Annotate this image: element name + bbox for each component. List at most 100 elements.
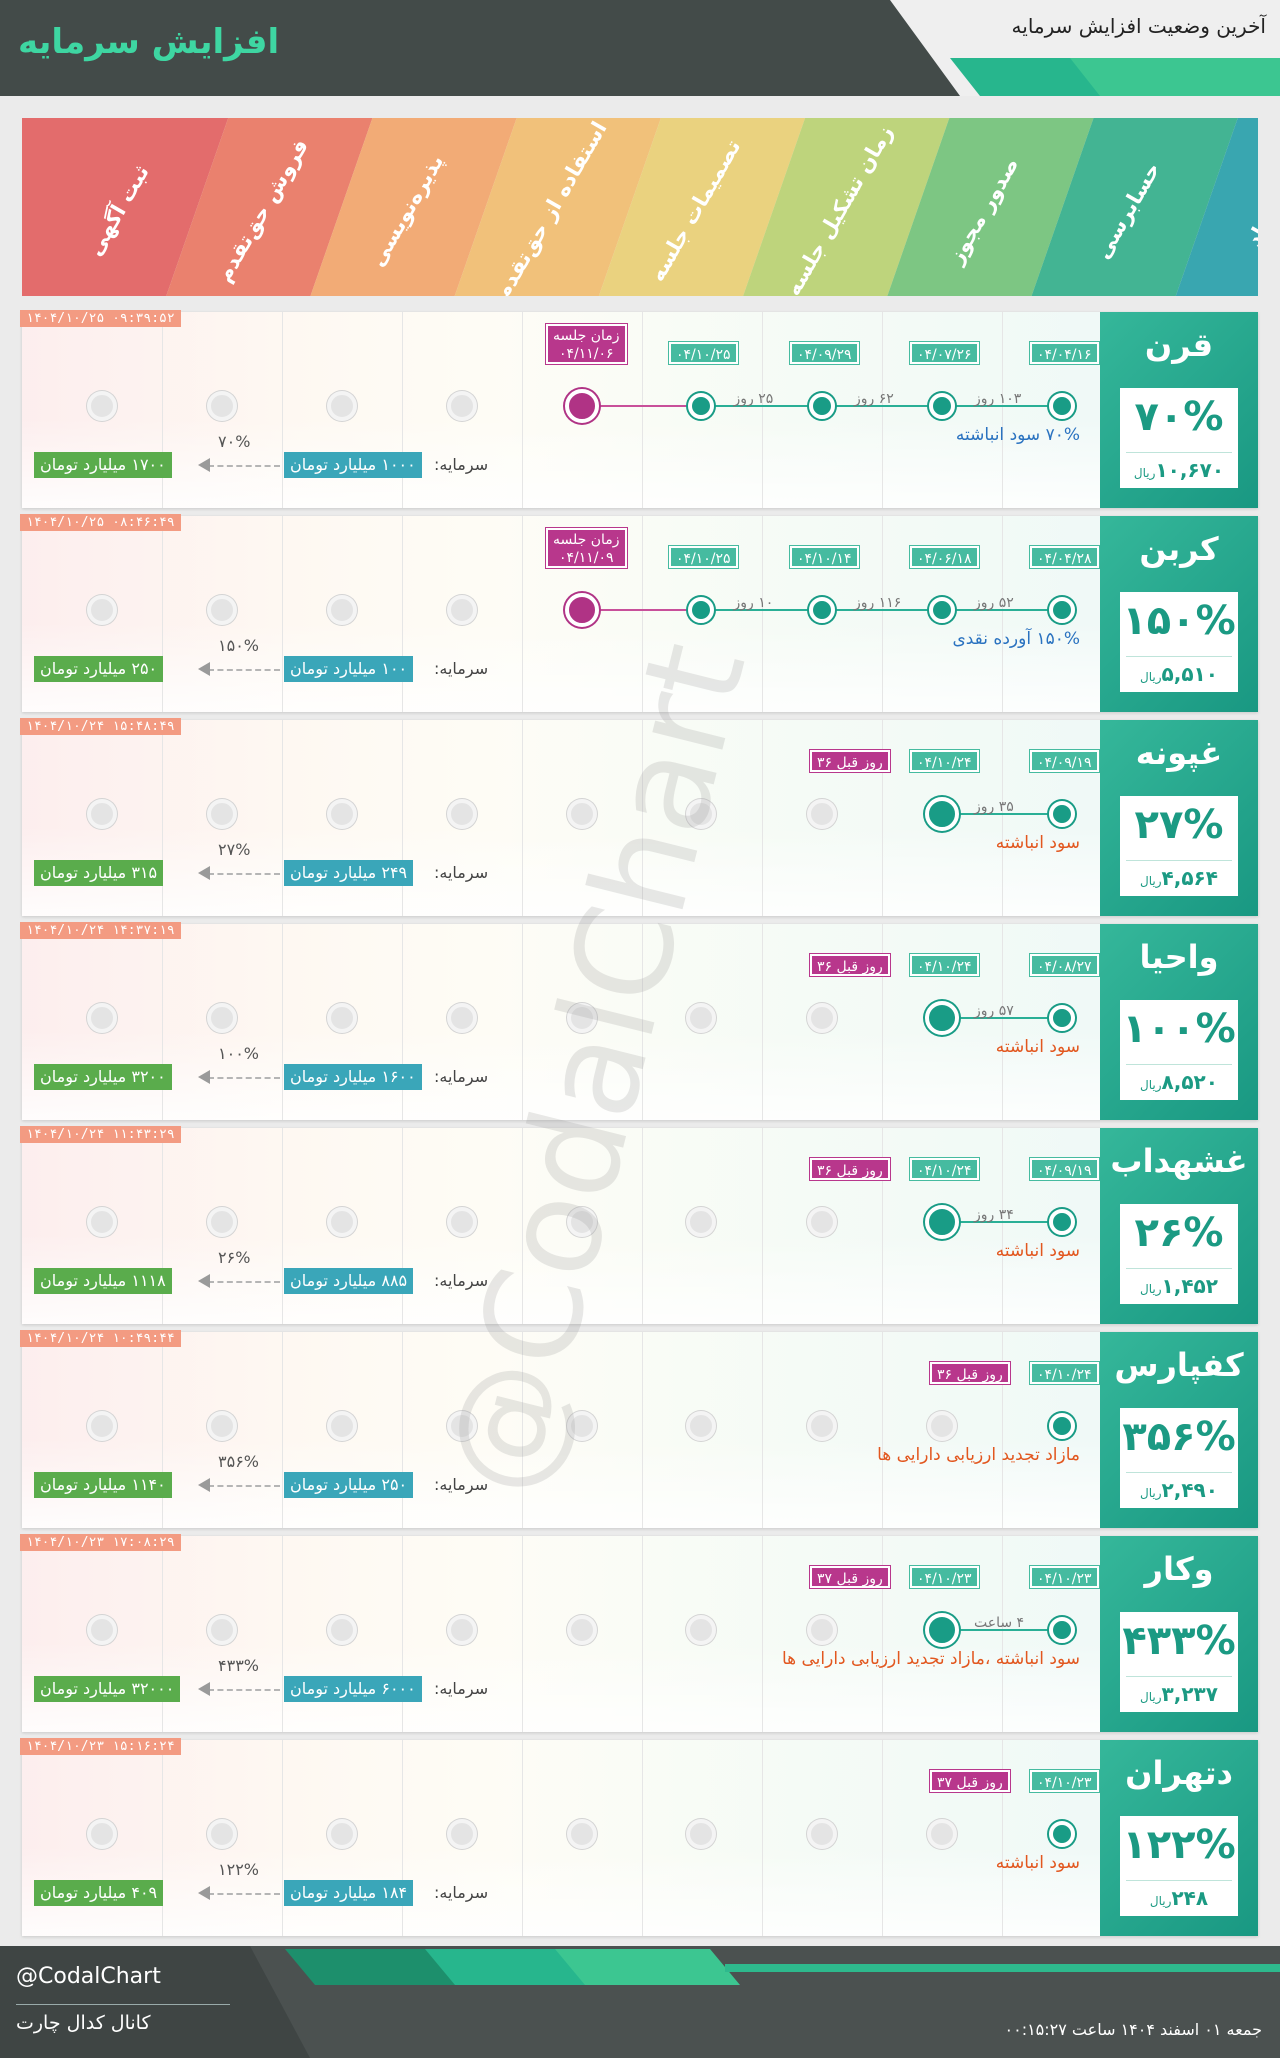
stage-divider	[402, 1536, 403, 1732]
funding-source: مازاد تجدید ارزیابی دارایی ها	[877, 1445, 1080, 1465]
timeline-node	[809, 597, 835, 623]
stage-divider	[1002, 1332, 1003, 1528]
stage-dot	[686, 1819, 716, 1849]
stage-dot	[327, 1003, 357, 1033]
stage-divider	[762, 1536, 763, 1732]
percent-divider	[1126, 656, 1232, 657]
price-value: ۴,۵۶۴	[1161, 866, 1218, 890]
stage-divider	[882, 1536, 883, 1732]
percent-divider	[1126, 452, 1232, 453]
timeline-connector	[942, 1629, 1062, 1631]
stage-band	[310, 118, 517, 296]
timeline-node	[1049, 1821, 1075, 1847]
increase-arrow-icon	[198, 1070, 210, 1084]
timestamp-badge: ۱۴۰۴/۱۰/۲۳ ۱۵:۱۶:۲۴	[20, 1738, 181, 1755]
stage-date: ۰۴/۱۰/۲۴	[1030, 1362, 1099, 1384]
timeline-connector	[942, 609, 1062, 611]
capital-label: سرمایه:	[434, 863, 489, 882]
stage-date: ۰۴/۱۰/۲۳	[1030, 1770, 1099, 1792]
price: ۵,۵۱۰ریال	[1126, 662, 1232, 686]
stage-divider	[882, 1740, 883, 1936]
new-capital: ۳۱۵ میلیارد تومان	[34, 860, 164, 886]
timeline-node	[688, 393, 714, 419]
price-unit: ریال	[1140, 1078, 1162, 1092]
price-unit: ریال	[1140, 874, 1162, 888]
symbol-card: دتهران ۱۲۲% ۲۴۸ریال ۱۴۰۴/۱۰/۲۳ ۱۵:۱۶:۲۴ ۰۴/۱…	[20, 1738, 1258, 1936]
current-capital: ۲۴۹ میلیارد تومان	[284, 860, 414, 886]
price: ۱۰,۶۷۰ریال	[1126, 458, 1232, 482]
percent-box: ۱۲۲% ۲۴۸ریال	[1120, 1816, 1238, 1916]
meeting-node	[565, 593, 599, 627]
percent-divider	[1126, 860, 1232, 861]
timeline-node	[1049, 1209, 1075, 1235]
timestamp-badge: ۱۴۰۴/۱۰/۲۴ ۱۰:۴۹:۴۴	[20, 1330, 181, 1347]
symbol-card: قرن ۷۰% ۱۰,۶۷۰ریال ۱۴۰۴/۱۰/۲۵ ۰۹:۳۹:۵۲ ۰۴/۰۴…	[20, 310, 1258, 508]
stage-dot	[447, 1411, 477, 1441]
stage-divider	[642, 720, 643, 916]
stage-divider	[1002, 312, 1003, 508]
stage-divider	[762, 924, 763, 1120]
percent-box: ۲۶% ۱,۴۵۲ریال	[1120, 1204, 1238, 1304]
stage-divider	[642, 1536, 643, 1732]
stage-divider	[282, 1128, 283, 1324]
stage-divider	[762, 1740, 763, 1936]
timeline-node	[925, 1001, 959, 1035]
stage-dot	[807, 1615, 837, 1645]
new-capital: ۳۲۰۰ میلیارد تومان	[34, 1064, 172, 1090]
timeline-node	[1049, 597, 1075, 623]
price-unit: ریال	[1140, 1486, 1162, 1500]
stage-dot	[686, 1207, 716, 1237]
percent-divider	[1126, 1268, 1232, 1269]
percent-box: ۷۰% ۱۰,۶۷۰ریال	[1120, 388, 1238, 488]
meeting-date-badge: زمان جلسه ۰۴/۱۱/۰۹	[546, 528, 627, 568]
symbol-name: وکار	[1144, 1550, 1214, 1588]
days-between: ۵۷ روز	[974, 1003, 1014, 1019]
current-capital: ۱۰۰۰ میلیارد تومان	[284, 452, 422, 478]
days-between: ۱۱۶ روز	[854, 595, 902, 611]
symbol-panel: کفپارس ۳۵۶% ۲,۴۹۰ریال	[1100, 1332, 1258, 1528]
current-capital: ۶۰۰۰ میلیارد تومان	[284, 1676, 422, 1702]
stage-date: ۰۴/۰۴/۱۶	[1030, 342, 1099, 364]
funding-source: ۷۰% سود انباشته	[955, 425, 1080, 445]
price: ۱,۴۵۲ریال	[1126, 1274, 1232, 1298]
increase-arrow-icon	[198, 1274, 210, 1288]
stage-dot	[567, 1615, 597, 1645]
stage-dot	[327, 595, 357, 625]
funding-source: سود انباشته	[995, 1241, 1080, 1261]
stage-divider	[762, 720, 763, 916]
timeline-node	[1049, 393, 1075, 419]
days-ago-badge: ۳۷ روز قبل	[810, 1566, 890, 1588]
stage-date: ۰۴/۰۹/۱۹	[1030, 1158, 1099, 1180]
stage-divider	[522, 1332, 523, 1528]
stage-dot	[807, 1819, 837, 1849]
stage-dot	[327, 799, 357, 829]
new-capital: ۳۲۰۰۰ میلیارد تومان	[34, 1676, 181, 1702]
symbol-name: غشهداب	[1110, 1142, 1248, 1180]
stage-dot	[87, 1615, 117, 1645]
increase-percent: ۴۳۳%	[1122, 1618, 1236, 1664]
timeline-node	[1049, 801, 1075, 827]
percent-box: ۲۷% ۴,۵۶۴ریال	[1120, 796, 1238, 896]
stage-divider	[642, 1332, 643, 1528]
stage-dot	[87, 1207, 117, 1237]
timeline-node	[1049, 1005, 1075, 1031]
timeline-connector	[942, 1017, 1062, 1019]
percent-divider	[1126, 1064, 1232, 1065]
funding-source: ۱۵۰% آورده نقدی	[952, 629, 1080, 649]
stage-divider	[882, 312, 883, 508]
stage-dot	[927, 1411, 957, 1441]
stage-dot	[327, 1615, 357, 1645]
increase-percent: ۲۶%	[1134, 1210, 1224, 1256]
percent-box: ۴۳۳% ۳,۲۳۷ریال	[1120, 1612, 1238, 1712]
stage-dot	[807, 799, 837, 829]
stage-divider	[162, 1740, 163, 1936]
timestamp-badge: ۱۴۰۴/۱۰/۲۳ ۱۷:۰۸:۲۹	[20, 1534, 181, 1551]
stage-divider	[402, 516, 403, 712]
stage-dot	[807, 1207, 837, 1237]
stage-dot	[87, 391, 117, 421]
timestamp-badge: ۱۴۰۴/۱۰/۲۴ ۱۵:۴۸:۴۹	[20, 718, 181, 735]
stage-date: ۰۴/۰۹/۲۹	[790, 342, 859, 364]
stage-dot	[567, 1207, 597, 1237]
increase-arrow-line	[208, 465, 280, 467]
stage-dot	[87, 1411, 117, 1441]
